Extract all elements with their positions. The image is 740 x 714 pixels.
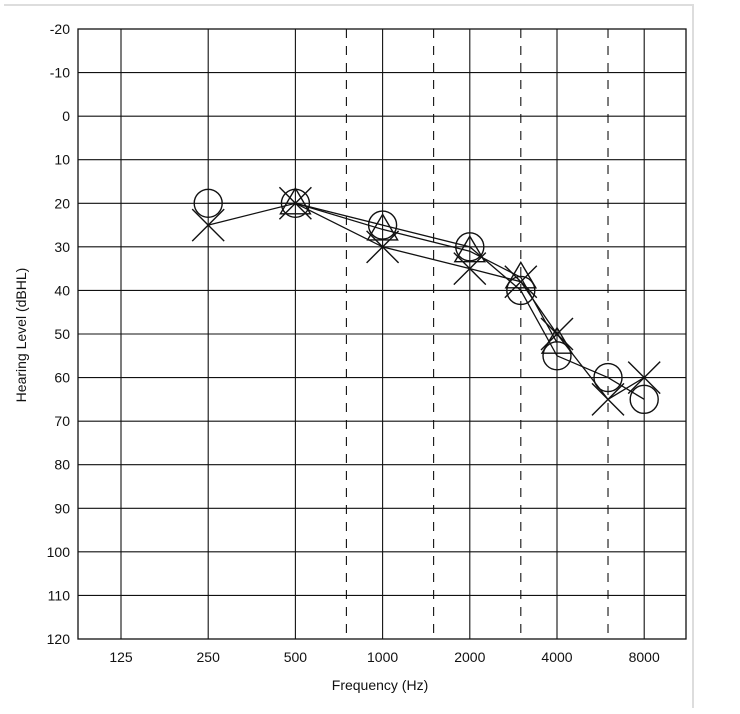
x-tick-label: 4000 (541, 649, 572, 665)
x-tick-label: 8000 (629, 649, 660, 665)
y-tick-label: 10 (54, 152, 70, 168)
series-line-circle (208, 202, 645, 400)
y-tick-label: 120 (47, 631, 71, 647)
circle-marker (455, 232, 485, 262)
y-tick-label: 40 (54, 282, 70, 298)
circle-marker (193, 188, 223, 218)
y-tick-label: 70 (54, 413, 70, 429)
y-tick-labels: -20 -10 0 10 20 30 40 50 60 70 80 90 100 110 120 (47, 21, 71, 647)
y-tick-label: 0 (62, 108, 70, 124)
cross-marker (627, 361, 661, 395)
y-tick-label: 80 (54, 457, 70, 473)
x-tick-label: 1000 (367, 649, 398, 665)
x-tick-label: 2000 (454, 649, 485, 665)
triangle-marker (540, 326, 574, 354)
triangle-marker (453, 234, 487, 263)
triangle-marker (279, 186, 312, 215)
triangle-marker (504, 260, 538, 289)
circle-marker (629, 384, 659, 415)
circle-marker (593, 362, 623, 393)
cross-marker (366, 230, 400, 264)
y-tick-label: 100 (47, 544, 71, 560)
series-line-triangle (295, 202, 558, 344)
series-line-cross (208, 202, 645, 401)
cross-marker (453, 252, 487, 286)
x-tick-label: 250 (197, 649, 221, 665)
cross-marker (504, 265, 538, 299)
y-tick-label: 20 (54, 195, 70, 211)
triangle-marker (366, 213, 399, 241)
y-tick-label: -20 (50, 21, 70, 37)
x-axis-label: Frequency (Hz) (332, 677, 428, 693)
y-tick-label: 60 (54, 370, 70, 386)
cross-marker (591, 382, 625, 416)
y-tick-label: 90 (54, 500, 70, 516)
x-tick-label: 500 (284, 649, 308, 665)
x-tick-labels: 125 250 500 1000 2000 4000 8000 (109, 649, 660, 665)
cross-marker (191, 208, 225, 242)
y-axis-label: Hearing Level (dBHL) (13, 268, 29, 403)
y-tick-label: 30 (54, 239, 70, 255)
y-tick-label: 50 (54, 326, 70, 342)
circle-marker (506, 275, 536, 306)
series-layer (191, 186, 661, 416)
y-tick-label: 110 (48, 587, 71, 603)
y-tick-label: -10 (50, 65, 70, 81)
x-tick-label: 125 (109, 649, 133, 665)
grid (77, 28, 687, 640)
chart-frame (4, 4, 694, 708)
